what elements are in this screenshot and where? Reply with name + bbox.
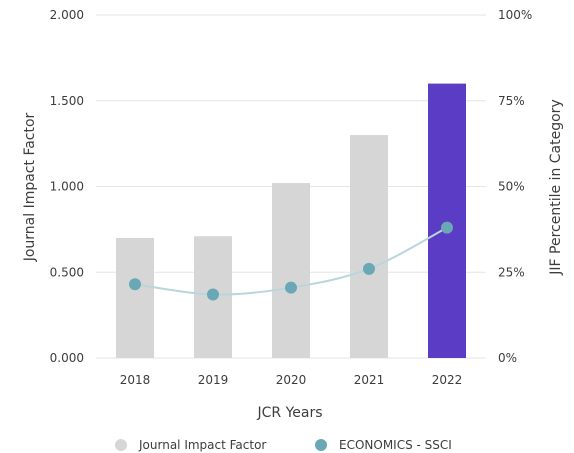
axis-ticks: 0.000 0.500 1.000 1.500 2.000 0% 25% 50% 75% 100%… xyxy=(50,8,533,387)
percentile-point xyxy=(207,288,219,301)
percentile-point xyxy=(441,221,453,234)
bars xyxy=(116,83,466,358)
y2-axis-title: JIF Percentile in Category xyxy=(548,99,564,275)
y2-tick-label: 50% xyxy=(498,180,525,194)
y-tick-label: 2.000 xyxy=(50,8,84,22)
x-axis-title: JCR Years xyxy=(256,405,322,421)
percentile-point xyxy=(285,281,297,294)
percentile-point xyxy=(363,262,375,275)
x-tick-label: 2020 xyxy=(276,373,307,387)
y2-tick-label: 0% xyxy=(498,351,517,365)
y2-tick-label: 100% xyxy=(498,8,532,22)
percentile-point xyxy=(129,278,141,291)
x-tick-label: 2021 xyxy=(354,373,385,387)
legend-marker-line xyxy=(315,439,327,451)
y2-tick-label: 25% xyxy=(498,265,525,279)
legend-marker-bars xyxy=(115,439,127,451)
y-axis-title: Journal Impact Factor xyxy=(22,112,38,262)
bar xyxy=(428,83,466,358)
bar xyxy=(350,135,388,358)
x-tick-label: 2022 xyxy=(432,373,463,387)
y-tick-label: 0.500 xyxy=(50,265,84,279)
percentile-line xyxy=(129,221,453,301)
y-tick-label: 1.500 xyxy=(50,94,84,108)
y-tick-label: 0.000 xyxy=(50,351,84,365)
x-tick-label: 2018 xyxy=(120,373,151,387)
y2-tick-label: 75% xyxy=(498,94,525,108)
bar xyxy=(116,237,154,358)
x-tick-label: 2019 xyxy=(198,373,229,387)
y-tick-label: 1.000 xyxy=(50,180,84,194)
legend-label-line: ECONOMICS - SSCI xyxy=(339,438,452,452)
bar xyxy=(272,183,310,358)
legend-label-bars: Journal Impact Factor xyxy=(138,438,266,452)
legend: Journal Impact Factor ECONOMICS - SSCI xyxy=(115,438,452,452)
